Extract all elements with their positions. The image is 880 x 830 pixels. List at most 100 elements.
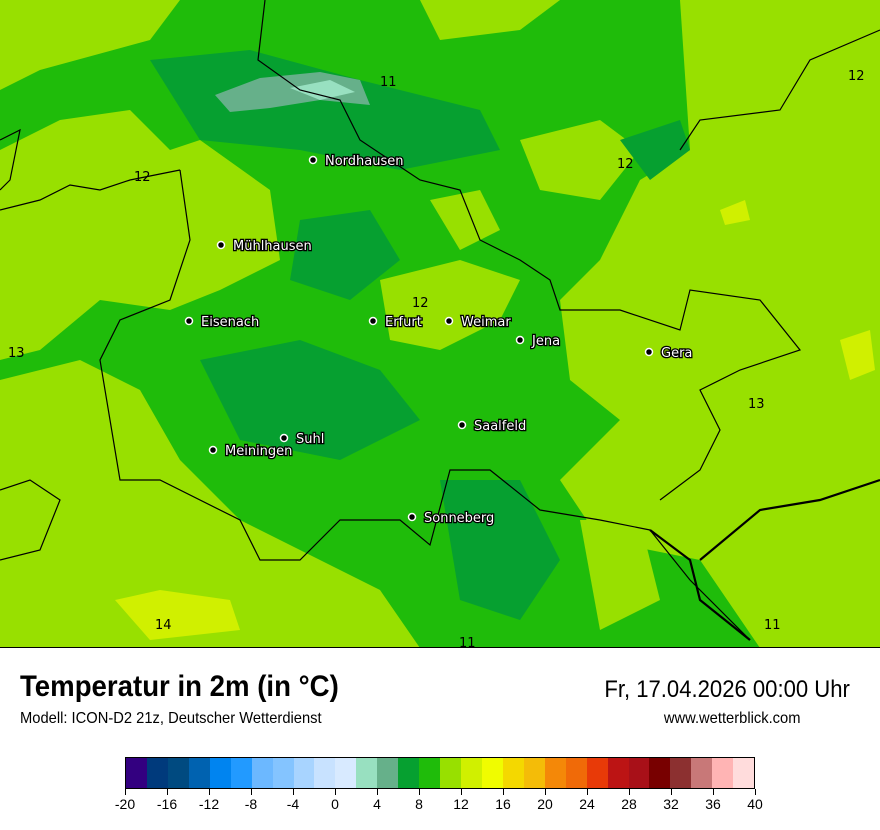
city-marker: Saalfeld <box>457 418 528 435</box>
legend-tick <box>250 789 252 795</box>
warm-areas <box>0 0 880 648</box>
city-label: Sonneberg <box>424 511 494 526</box>
legend-swatch <box>502 758 524 788</box>
city-dot <box>515 335 525 345</box>
map-title: Temperatur in 2m (in °C) <box>20 670 339 703</box>
legend-tick-label: 24 <box>579 796 595 812</box>
legend-tick <box>712 789 714 795</box>
city-label: Mühlhausen <box>233 239 312 254</box>
dark-areas <box>150 50 690 620</box>
legend-swatch <box>649 758 671 788</box>
legend-tick-label: 36 <box>705 796 721 812</box>
isotherm-labels: 11 12 12 12 12 13 13 14 11 11 <box>8 69 865 648</box>
legend-swatch <box>544 758 566 788</box>
legend-swatch <box>398 758 420 788</box>
isotherm-label: 11 <box>380 75 397 90</box>
isotherm-label: 11 <box>764 618 781 633</box>
isotherm-label: 13 <box>748 397 765 412</box>
temperature-map: Nordhausen Mühlhausen Eisenach Erfurt Weimar… <box>0 0 880 648</box>
borders <box>0 0 880 641</box>
city-dot <box>279 433 289 443</box>
legend-swatch <box>356 758 378 788</box>
legend-swatch <box>209 758 231 788</box>
city-dot <box>457 420 467 430</box>
city-label: Jena <box>531 334 560 349</box>
legend-tick-label: 28 <box>621 796 637 812</box>
legend-tick-label: 0 <box>331 796 339 812</box>
legend-tick-label: 8 <box>415 796 423 812</box>
city-dot <box>208 445 218 455</box>
legend-swatch <box>670 758 692 788</box>
legend-swatch <box>377 758 399 788</box>
legend-tick <box>670 789 672 795</box>
legend-swatch <box>481 758 503 788</box>
legend-tick-label: -12 <box>198 796 220 812</box>
city-dot <box>308 155 318 165</box>
legend-tick <box>166 789 168 795</box>
city-marker: Sonneberg <box>407 510 496 527</box>
legend-swatch <box>607 758 629 788</box>
city-label: Gera <box>661 346 692 361</box>
legend-tick <box>418 789 420 795</box>
city-dot <box>368 316 378 326</box>
legend-tick <box>460 789 462 795</box>
legend-swatch <box>293 758 315 788</box>
website-link[interactable]: www.wetterblick.com <box>663 710 800 727</box>
legend-tick <box>544 789 546 795</box>
legend-swatch <box>712 758 734 788</box>
city-label: Nordhausen <box>325 154 404 169</box>
city-dot <box>216 240 226 250</box>
legend-tick <box>628 789 630 795</box>
isotherm-label: 12 <box>848 69 865 84</box>
city-marker: Suhl <box>279 431 326 448</box>
city-marker: Nordhausen <box>308 153 405 170</box>
color-legend <box>125 757 755 789</box>
city-marker: Gera <box>644 345 694 362</box>
legend-tick-label: -20 <box>114 796 136 812</box>
city-label: Saalfeld <box>474 419 526 434</box>
legend-tick <box>334 789 336 795</box>
legend-swatch <box>628 758 650 788</box>
legend-tick-label: 4 <box>373 796 381 812</box>
city-marker: Jena <box>515 333 561 350</box>
hot-areas <box>115 200 875 640</box>
city-marker: Eisenach <box>184 314 261 331</box>
legend-tick <box>502 789 504 795</box>
isotherm-label: 12 <box>412 296 429 311</box>
city-label: Suhl <box>296 432 324 447</box>
legend-tick-label: 12 <box>453 796 469 812</box>
legend-swatch <box>188 758 210 788</box>
legend-swatch <box>419 758 441 788</box>
legend-tick-label: 40 <box>747 796 763 812</box>
legend-tick-label: -8 <box>244 796 258 812</box>
isotherm-label: 12 <box>617 157 634 172</box>
legend-swatch <box>691 758 713 788</box>
city-dot <box>444 316 454 326</box>
isotherm-label: 13 <box>8 346 25 361</box>
model-info: Modell: ICON-D2 21z, Deutscher Wetterdie… <box>20 710 322 727</box>
legend-tick-label: -16 <box>156 796 178 812</box>
city-label: Erfurt <box>385 315 422 330</box>
legend-swatch <box>230 758 252 788</box>
legend-tick-label: 16 <box>495 796 511 812</box>
city-label: Eisenach <box>201 315 259 330</box>
isotherm-label: 14 <box>155 618 172 633</box>
legend-tick <box>754 789 756 795</box>
city-marker: Meiningen <box>208 443 294 460</box>
legend-swatch <box>565 758 587 788</box>
legend-swatch <box>733 758 755 788</box>
cities-layer: Nordhausen Mühlhausen Eisenach Erfurt Weimar… <box>184 153 694 527</box>
legend-swatch <box>586 758 608 788</box>
legend-swatch <box>251 758 273 788</box>
city-label: Meiningen <box>225 444 292 459</box>
legend-swatch <box>523 758 545 788</box>
country-border <box>649 478 880 641</box>
isotherm-label: 12 <box>134 170 151 185</box>
city-marker: Mühlhausen <box>216 238 313 255</box>
city-dot <box>644 347 654 357</box>
legend-swatch <box>335 758 357 788</box>
city-marker: Weimar <box>444 314 513 331</box>
isotherm-label: 11 <box>459 636 476 648</box>
legend-tick <box>376 789 378 795</box>
city-label: Weimar <box>461 315 511 330</box>
